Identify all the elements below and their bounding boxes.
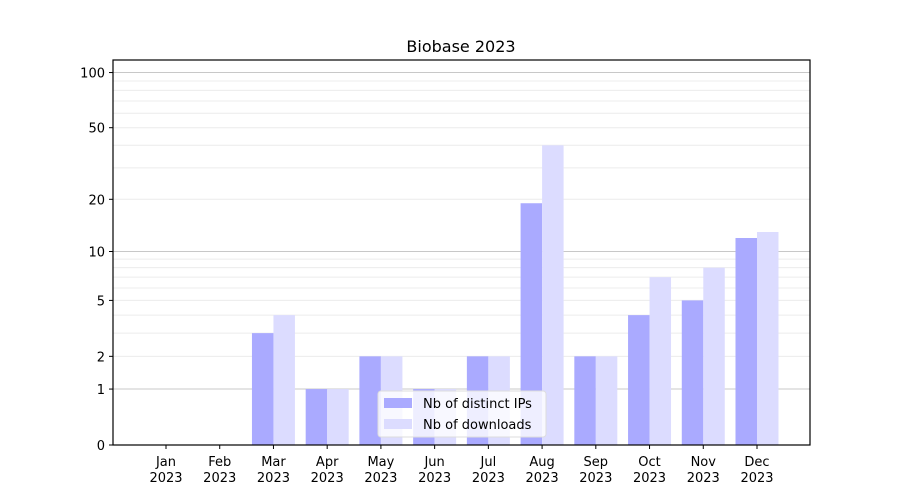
x-tick-label: Apr 2023 <box>311 455 344 486</box>
x-tick-label: Jul 2023 <box>472 455 505 486</box>
y-tick-label: 2 <box>97 350 105 365</box>
x-tick-label: Mar 2023 <box>257 455 290 486</box>
x-tick-label: Dec 2023 <box>740 455 773 486</box>
bar-distinct-ips <box>359 356 381 445</box>
x-tick-label: Jan 2023 <box>149 455 182 486</box>
legend: Nb of distinct IPs Nb of downloads <box>377 390 547 438</box>
y-tick-label: 5 <box>97 294 105 309</box>
bar-downloads <box>327 389 349 445</box>
x-tick-label: Nov 2023 <box>687 455 720 486</box>
bar-downloads <box>595 356 618 445</box>
chart-title: Biobase 2023 <box>406 37 515 56</box>
legend-label: Nb of distinct IPs <box>423 397 532 412</box>
x-tick-label: Oct 2023 <box>633 455 666 486</box>
legend-swatch <box>384 398 412 408</box>
x-tick-label: May 2023 <box>364 455 397 486</box>
legend-box <box>377 390 547 438</box>
y-tick-label: 50 <box>88 122 105 137</box>
bar-distinct-ips <box>520 203 543 445</box>
plot-frame <box>112 59 811 446</box>
bar-downloads <box>273 315 295 445</box>
x-tick-label: Sep 2023 <box>579 455 612 486</box>
bar-distinct-ips <box>735 238 757 445</box>
bar-distinct-ips <box>574 356 596 445</box>
bar-distinct-ips <box>681 300 704 445</box>
bar-distinct-ips <box>251 333 274 445</box>
y-tick-label: 100 <box>80 67 105 82</box>
x-tick-label: Jun 2023 <box>418 455 451 486</box>
bar-downloads <box>649 277 672 445</box>
bar-downloads <box>703 267 725 445</box>
y-tick-label: 1 <box>97 383 105 398</box>
y-tick-label: 10 <box>88 245 105 260</box>
bar-downloads <box>542 145 564 446</box>
x-tick-label: Aug 2023 <box>526 455 559 486</box>
legend-swatch <box>384 419 412 429</box>
bar-downloads <box>757 232 779 445</box>
x-tick-label: Feb 2023 <box>203 455 236 486</box>
bar-distinct-ips <box>628 315 650 445</box>
bar-distinct-ips <box>305 389 328 445</box>
y-tick-label: 0 <box>97 439 105 454</box>
legend-label: Nb of downloads <box>423 418 532 433</box>
y-tick-label: 20 <box>88 193 105 208</box>
